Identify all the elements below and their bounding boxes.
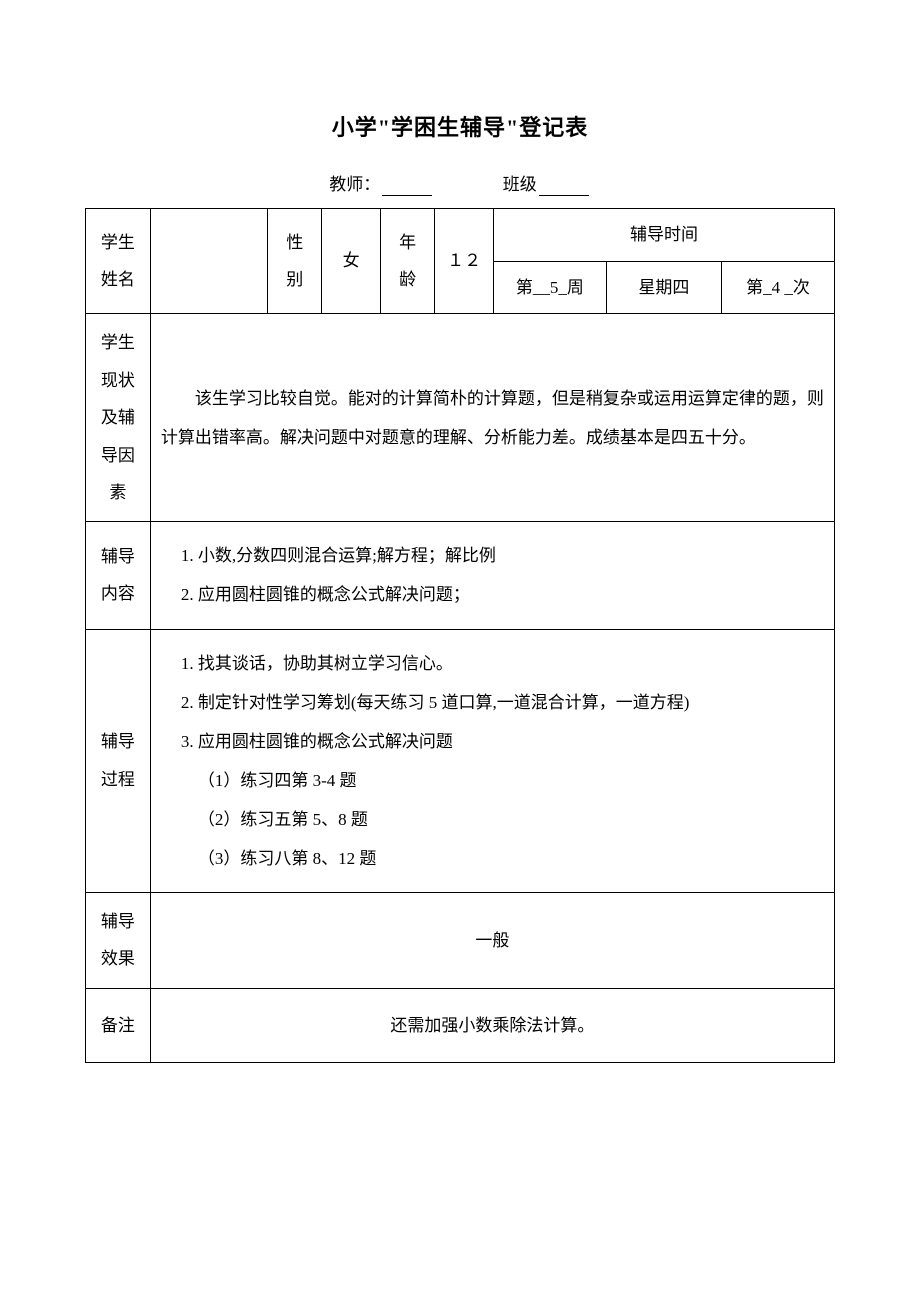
teacher-label: 教师：	[329, 175, 380, 194]
status-label: 学生现状及辅导因素	[86, 314, 151, 522]
age-value: １２	[435, 209, 494, 314]
time-header: 辅导时间	[493, 209, 834, 262]
content-text: 1. 小数,分数四则混合运算;解方程；解比例 2. 应用圆柱圆锥的概念公式解决问…	[150, 522, 834, 629]
registration-table: 学生姓名 性别 女 年龄 １２ 辅导时间 第__5_周 星期四 第_4 _次 学…	[85, 208, 835, 1063]
subheader: 教师： 班级	[85, 170, 835, 196]
remark-label: 备注	[86, 988, 151, 1062]
process-sub1: （1）练习四第 3-4 题	[181, 761, 818, 800]
page-title: 小学"学困生辅导"登记表	[85, 110, 835, 142]
content-line2: 2. 应用圆柱圆锥的概念公式解决问题；	[181, 575, 818, 614]
process-line1: 1. 找其谈话，协助其树立学习信心。	[181, 644, 818, 683]
process-sub3: （3）练习八第 8、12 题	[181, 839, 818, 878]
process-text: 1. 找其谈话，协助其树立学习信心。 2. 制定针对性学习筹划(每天练习 5 道…	[150, 629, 834, 893]
content-line1: 1. 小数,分数四则混合运算;解方程；解比例	[181, 536, 818, 575]
session-cell: 第_4 _次	[721, 261, 834, 314]
status-text: 该生学习比较自觉。能对的计算简朴的计算题，但是稍复杂或运用运算定律的题，则计算出…	[150, 314, 834, 522]
process-sub2: （2）练习五第 5、8 题	[181, 800, 818, 839]
content-label: 辅导内容	[86, 522, 151, 629]
effect-label: 辅导效果	[86, 893, 151, 989]
remark-text: 还需加强小数乘除法计算。	[150, 988, 834, 1062]
week-cell: 第__5_周	[493, 261, 606, 314]
process-line3: 3. 应用圆柱圆锥的概念公式解决问题	[181, 722, 818, 761]
teacher-blank	[382, 170, 432, 196]
effect-text: 一般	[150, 893, 834, 989]
class-blank	[539, 170, 589, 196]
class-label: 班级	[503, 175, 537, 194]
gender-value: 女	[322, 209, 381, 314]
process-label: 辅导过程	[86, 629, 151, 893]
gender-label: 性别	[268, 209, 322, 314]
weekday-cell: 星期四	[606, 261, 721, 314]
age-label: 年龄	[380, 209, 434, 314]
name-value	[150, 209, 267, 314]
process-line2: 2. 制定针对性学习筹划(每天练习 5 道口算,一道混合计算，一道方程)	[181, 683, 818, 722]
name-label: 学生姓名	[86, 209, 151, 314]
